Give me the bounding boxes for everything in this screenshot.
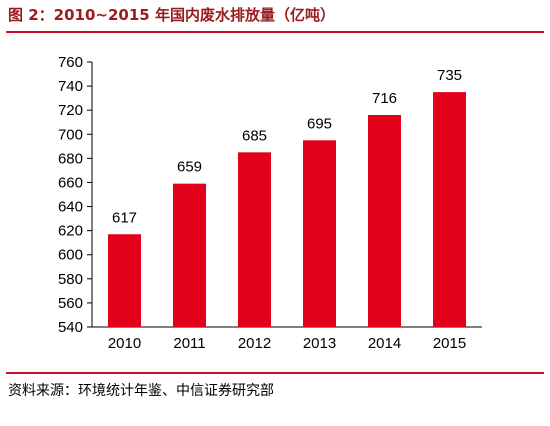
y-tick-label: 640 bbox=[58, 199, 83, 216]
chart-title: 图 2：2010~2015 年国内废水排放量（亿吨） bbox=[8, 6, 335, 24]
data-label-2012: 685 bbox=[242, 127, 267, 144]
bottom-divider bbox=[6, 372, 544, 374]
data-label-2015: 735 bbox=[437, 67, 462, 84]
y-tick-label: 680 bbox=[58, 150, 83, 167]
bar-2011 bbox=[173, 183, 206, 327]
x-axis-ticks: 2010 2011 2012 2013 2014 2015 bbox=[108, 335, 466, 352]
bar-2012 bbox=[238, 152, 271, 327]
data-label-2011: 659 bbox=[177, 159, 202, 176]
bar-2013 bbox=[303, 140, 336, 327]
y-tick-label: 660 bbox=[58, 174, 83, 191]
chart-axes bbox=[91, 62, 482, 328]
x-tick-label-2011: 2011 bbox=[173, 335, 205, 352]
y-tick-label: 560 bbox=[58, 295, 83, 312]
y-tick-label: 540 bbox=[58, 319, 83, 336]
data-label-2013: 695 bbox=[307, 115, 332, 132]
data-labels: 617 659 685 695 716 735 bbox=[112, 67, 462, 226]
y-tick-label: 760 bbox=[58, 54, 83, 71]
x-tick-label-2014: 2014 bbox=[368, 335, 401, 352]
bar-2014 bbox=[368, 115, 401, 327]
data-label-2010: 617 bbox=[112, 209, 137, 226]
x-tick-label-2012: 2012 bbox=[238, 335, 271, 352]
bar-chart: 617 659 685 695 716 735 540 560 580 600 620 640 660… bbox=[58, 54, 482, 352]
y-tick-label: 740 bbox=[58, 78, 83, 95]
bar-2010 bbox=[108, 234, 141, 327]
y-tick-label: 700 bbox=[58, 126, 83, 143]
data-label-2014: 716 bbox=[372, 90, 397, 107]
source-note: 资料来源：环境统计年鉴、中信证券研究部 bbox=[8, 383, 274, 399]
x-tick-label-2013: 2013 bbox=[303, 335, 336, 352]
y-axis-ticks: 540 560 580 600 620 640 660 680 700 720 740 760 bbox=[58, 54, 92, 336]
y-tick-label: 720 bbox=[58, 102, 83, 119]
bar-2015 bbox=[433, 92, 466, 327]
x-tick-label-2015: 2015 bbox=[433, 335, 466, 352]
y-tick-label: 600 bbox=[58, 247, 83, 264]
y-tick-label: 580 bbox=[58, 271, 83, 288]
x-tick-label-2010: 2010 bbox=[108, 335, 141, 352]
top-divider bbox=[6, 31, 544, 33]
bar-series bbox=[108, 92, 466, 327]
y-tick-label: 620 bbox=[58, 223, 83, 240]
